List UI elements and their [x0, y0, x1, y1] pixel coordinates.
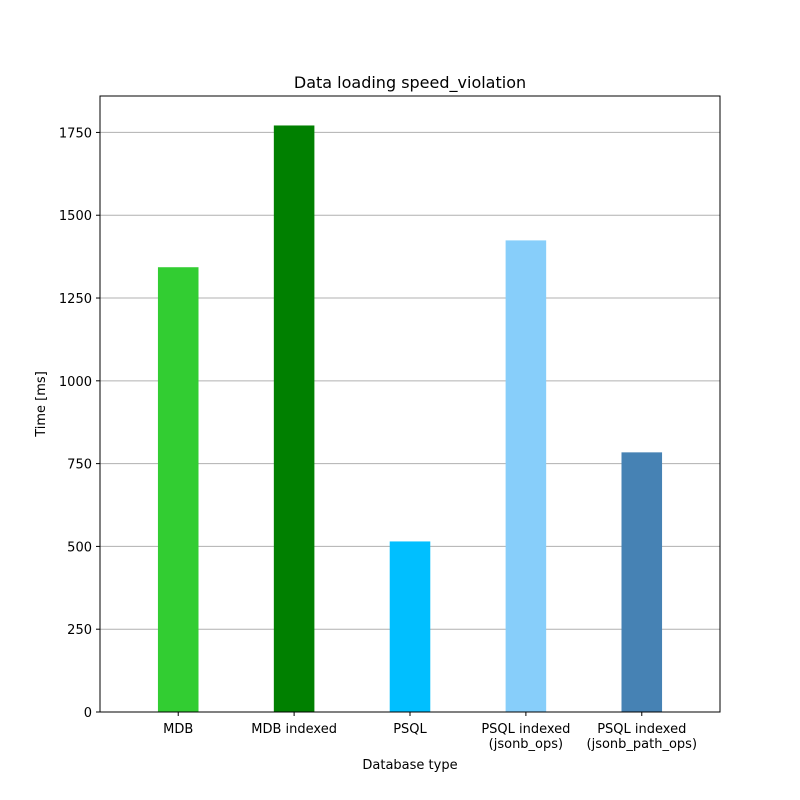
y-tick-label: 500: [67, 540, 92, 555]
bar: [273, 125, 315, 712]
y-axis-title: Time [ms]: [34, 371, 49, 438]
y-axis: 0 250 500 750 1000 1250 1500 1750: [59, 126, 100, 721]
y-tick-label: 1500: [59, 209, 92, 224]
chart-title: Data loading speed_violation: [294, 73, 526, 93]
y-tick-label: 1250: [59, 292, 92, 307]
bar: [621, 452, 663, 712]
x-tick-label: PSQL indexed: [597, 722, 686, 737]
y-tick-label: 1000: [59, 375, 92, 390]
bar: [505, 240, 547, 713]
bars: [157, 125, 663, 713]
y-tick-label: 250: [67, 623, 92, 638]
y-tick-label: 750: [67, 458, 92, 473]
x-axis: MDB MDB indexed PSQL PSQL indexed(jsonb_ops…: [163, 712, 697, 752]
x-tick-label: MDB indexed: [251, 722, 337, 737]
x-tick-label: (jsonb_ops): [489, 737, 563, 752]
x-tick-label: PSQL: [393, 722, 427, 737]
x-tick-label: (jsonb_path_ops): [587, 737, 698, 752]
y-tick-label: 0: [84, 706, 92, 721]
x-tick-label: MDB: [163, 722, 193, 737]
x-tick-label: PSQL indexed: [481, 722, 570, 737]
bar: [157, 267, 199, 712]
bar: [389, 541, 431, 712]
x-axis-title: Database type: [362, 758, 457, 773]
y-tick-label: 1750: [59, 126, 92, 141]
gridlines: [100, 131, 720, 630]
